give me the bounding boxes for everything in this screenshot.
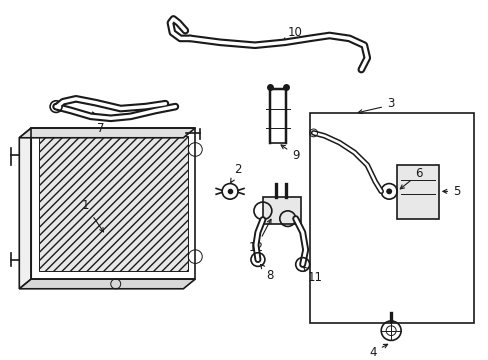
Text: 5: 5: [442, 185, 460, 198]
Text: 8: 8: [260, 265, 273, 282]
Text: 7: 7: [93, 112, 104, 135]
Bar: [396, 165, 438, 219]
Bar: [309, 113, 473, 323]
Text: 12: 12: [248, 219, 270, 255]
Bar: [263, 197, 300, 225]
Text: 3: 3: [386, 97, 394, 110]
Text: 4: 4: [369, 344, 387, 359]
Polygon shape: [19, 128, 31, 289]
Text: 1: 1: [82, 199, 103, 232]
Text: 9: 9: [281, 145, 299, 162]
Text: 10: 10: [282, 26, 302, 42]
Text: 2: 2: [230, 163, 241, 183]
Polygon shape: [19, 128, 195, 138]
Circle shape: [386, 188, 391, 194]
Text: 6: 6: [400, 167, 422, 189]
Text: 11: 11: [303, 267, 323, 284]
Polygon shape: [19, 279, 195, 289]
Polygon shape: [39, 136, 188, 271]
